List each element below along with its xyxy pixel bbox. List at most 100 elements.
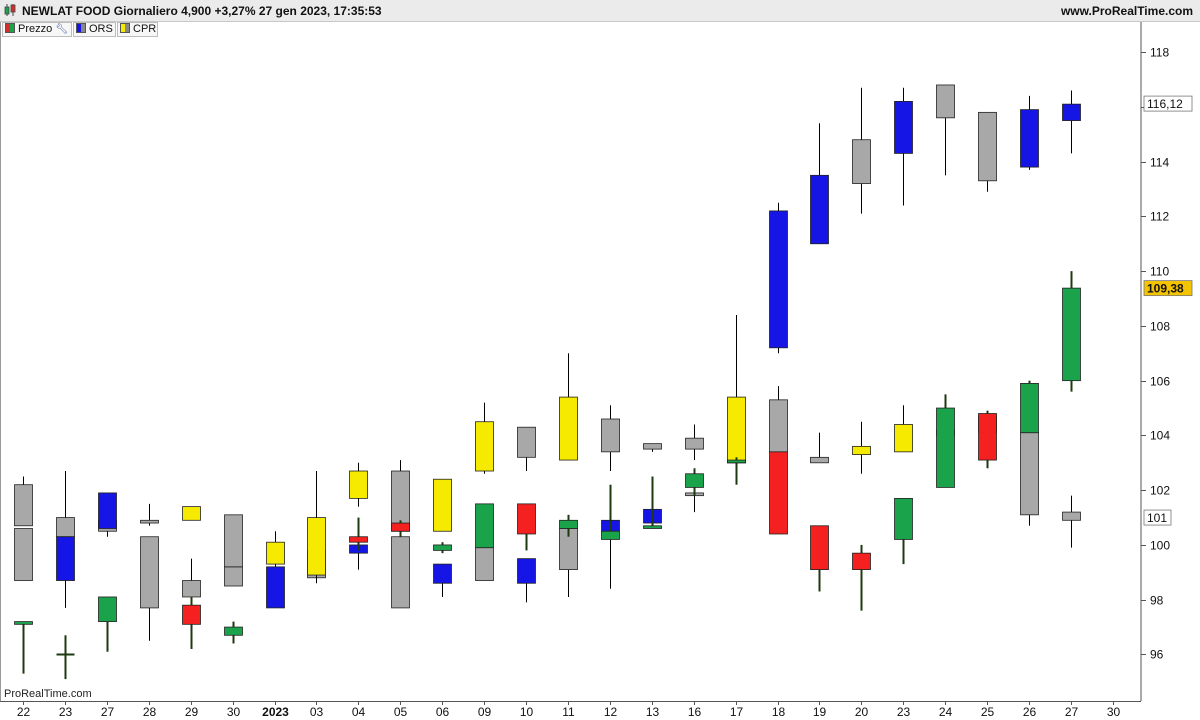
prezzo-body: [182, 604, 201, 625]
price-label: 101: [1147, 511, 1167, 525]
price-labels: 116,12 101 109,38: [1143, 95, 1193, 526]
prezzo-body: [224, 626, 243, 636]
ors-body: [685, 437, 704, 450]
prezzo-body: [98, 596, 117, 623]
prezzo-body: [475, 503, 494, 549]
cpr-body: [391, 536, 410, 609]
prezzo-body: [769, 451, 788, 535]
candles: [14, 84, 1081, 680]
cpr-body: [769, 399, 788, 453]
cpr-body: [182, 580, 201, 598]
x-tick-label: 05: [394, 705, 408, 719]
y-tick-label: 104: [1150, 429, 1170, 443]
ors-body: [98, 492, 117, 529]
ors-body: [601, 418, 620, 453]
prezzo-body: [391, 522, 410, 532]
ors-body: [140, 519, 159, 524]
prezzo-body: [936, 407, 955, 488]
x-tick-label: 04: [352, 705, 366, 719]
prezzo-body: [643, 525, 662, 529]
cpr-body: [894, 424, 913, 453]
ors-swatch-icon: [76, 23, 86, 33]
site-link[interactable]: www.ProRealTime.com: [1060, 4, 1193, 18]
ors-body: [810, 174, 829, 245]
ors-body: [978, 111, 997, 182]
y-tick-label: 108: [1150, 320, 1170, 334]
x-tick-label: 09: [478, 705, 492, 719]
x-tick-label: 27: [101, 705, 115, 719]
prezzo-body: [810, 525, 829, 570]
ors-body: [769, 210, 788, 349]
cpr-body: [349, 470, 368, 499]
y-tick-label: 102: [1150, 484, 1170, 498]
candlestick-swatch-icon: [5, 23, 15, 33]
cpr-body: [266, 541, 285, 565]
x-tick-label: 19: [813, 705, 827, 719]
chart-title: NEWLAT FOOD Giornaliero 4,900 +3,27% 27 …: [22, 4, 382, 18]
ors-body: [559, 396, 578, 461]
x-tick-label: 11: [562, 705, 575, 719]
price-label-box: [1143, 95, 1193, 112]
chart-frame: [0, 22, 1142, 702]
x-tick-label: 16: [688, 705, 702, 719]
prezzo-body: [852, 552, 871, 570]
y-tick-label: 98: [1150, 594, 1164, 608]
y-tick-label: 100: [1150, 539, 1170, 553]
ors-body: [266, 566, 285, 609]
x-tick-label: 29: [185, 705, 199, 719]
prezzo-body: [727, 459, 746, 464]
x-tick-label: 06: [436, 705, 450, 719]
cpr-body: [475, 547, 494, 581]
x-tick-label: 13: [646, 705, 660, 719]
prezzo-body: [1062, 287, 1081, 382]
legend-label: ORS: [89, 23, 113, 35]
cpr-body: [517, 426, 536, 458]
x-tick-label: 2023: [262, 705, 289, 719]
legend-item-prezzo[interactable]: Prezzo 🔧︎: [2, 22, 72, 37]
y-tick-label: 110: [1150, 265, 1169, 279]
cpr-body: [643, 443, 662, 450]
y-tick-label: 112: [1150, 210, 1169, 224]
y-tick-label: 96: [1150, 648, 1164, 662]
x-tick-label: 28: [143, 705, 157, 719]
cpr-body: [852, 445, 871, 455]
prezzo-body: [517, 503, 536, 535]
wrench-icon[interactable]: 🔧︎: [55, 24, 68, 35]
ors-body: [517, 558, 536, 584]
chart-type-icon: [4, 4, 16, 16]
ors-body: [433, 563, 452, 584]
watermark: ProRealTime.com: [4, 688, 92, 700]
x-tick-label: 17: [730, 705, 744, 719]
ors-body: [936, 84, 955, 119]
cpr-body: [56, 517, 75, 538]
cpr-body: [1062, 511, 1081, 521]
cpr-body: [140, 536, 159, 609]
legend-item-cpr[interactable]: CPR: [117, 22, 158, 37]
title-bar: NEWLAT FOOD Giornaliero 4,900 +3,27% 27 …: [0, 0, 1200, 22]
legend-label: Prezzo: [18, 23, 53, 35]
price-label: 109,38: [1147, 282, 1184, 296]
prezzo-body: [894, 497, 913, 540]
x-tick-label: 23: [59, 705, 73, 719]
ors-body: [475, 421, 494, 472]
prezzo-body: [978, 413, 997, 461]
x-tick-label: 20: [855, 705, 869, 719]
x-tick-label: 30: [1107, 705, 1121, 719]
x-tick-label: 27: [1065, 705, 1079, 719]
legend-item-ors[interactable]: ORS: [73, 22, 116, 37]
ors-body: [56, 536, 75, 581]
prezzo-body: [685, 473, 704, 488]
price-label-box: [1143, 280, 1193, 297]
ors-body: [307, 517, 326, 576]
ors-body: [852, 139, 871, 184]
ors-body: [224, 514, 243, 568]
y-tick-label: 106: [1150, 375, 1170, 389]
legend-label: CPR: [133, 23, 157, 35]
x-tick-label: 22: [17, 705, 31, 719]
y-tick-label: 114: [1150, 156, 1169, 170]
ors-body: [1062, 103, 1081, 121]
x-tick-label: 26: [1023, 705, 1037, 719]
cpr-body: [1020, 432, 1039, 516]
ors-body: [1020, 109, 1039, 168]
